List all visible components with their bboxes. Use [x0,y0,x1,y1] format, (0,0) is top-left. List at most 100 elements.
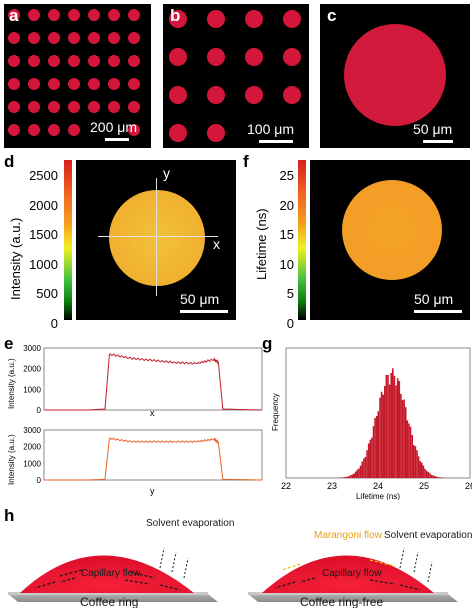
histogram-bar [353,473,356,478]
droplet [28,9,40,21]
histogram-bar [390,372,393,478]
profile-line [44,353,263,411]
droplet [108,55,120,67]
histogram-bar [348,475,351,478]
substrate-right-top [248,592,448,595]
histogram-bar [427,471,430,478]
droplet-lifetime-map [342,180,442,280]
histogram-bar [343,477,346,478]
evaporation-arrows-right [399,547,433,583]
intensity-tick-label: 0 [50,316,58,331]
droplet [68,55,80,67]
droplet [28,124,40,136]
histogram-bar [369,439,372,478]
droplet [48,55,60,67]
plot-frame [43,429,263,481]
histogram-bar [355,471,357,478]
panel-a-image: 200 μm [4,4,151,148]
x-tick-label: 24 [373,481,383,491]
droplet [128,101,140,113]
histogram-bar [403,399,405,478]
histogram-bar [413,445,415,478]
histogram-bar [379,397,381,478]
plot-frame [43,347,263,411]
droplet [48,124,60,136]
droplet [108,101,120,113]
x-tick-label: 22 [281,481,291,491]
lifetime-tick-label: 15 [279,227,294,243]
histogram-bar [408,423,410,478]
histogram-bar [342,477,344,478]
droplet [68,78,80,90]
histogram-bar [424,468,426,478]
droplet [28,78,40,90]
coffee-ring-schematic: Capillary flow Solvent evaporation Coffe… [8,518,472,608]
line-profile-y [156,178,157,296]
x-tick-label: 26 [465,481,472,491]
droplet [207,86,225,104]
capillary-arrows-left [34,569,181,591]
intensity-tick-label: 2000 [29,197,58,213]
intensity-tick-label: 500 [36,286,58,302]
lifetime-colorbar [298,160,306,320]
panel-c-image: 50 μm [320,4,470,148]
droplet [88,55,100,67]
panel-label-c: c [327,6,337,25]
droplet [28,55,40,67]
histogram-bar [347,476,349,478]
droplet [169,10,187,28]
scale-bar-c [423,140,453,143]
y-tick-label: 0 [37,476,42,485]
histogram-bar [359,465,362,478]
y-tick-label: 3000 [23,344,41,353]
histogram-bar [388,384,391,478]
droplet [128,9,140,21]
droplet [68,124,80,136]
histogram-bar [437,477,439,478]
y-axis-title: Frequency [271,393,280,431]
droplet [48,101,60,113]
histogram-bar [440,477,442,478]
panel-label-e: e [4,334,14,353]
caption-right: Coffee ring-free [300,595,383,608]
droplet [245,86,263,104]
droplet [128,78,140,90]
x-tick-label: 23 [327,481,337,491]
histogram-bar [404,407,407,478]
scale-bar-b [259,140,293,143]
substrate-left [8,594,218,602]
capillary-label-left: Capillary flow [81,568,141,579]
intensity-profiles-chart: 0 1000 2000 3000 x Intensity (a.u.) 0 1000 2000 3… [7,344,263,496]
panel-label-a: a [9,6,19,25]
histogram-bar [372,426,375,478]
droplet [283,86,301,104]
droplet [8,124,20,136]
x-axis-title: Lifetime (ns) [356,492,400,500]
droplet [207,10,225,28]
y-axis-title: Intensity (a.u.) [7,434,16,485]
evaporation-arrows-left [159,547,189,579]
droplet [108,78,120,90]
panel-label-b: b [170,6,181,25]
histogram-bar [422,465,425,478]
droplet [128,124,140,136]
droplet [88,9,100,21]
histogram-bar [417,456,420,478]
droplet [8,55,20,67]
histogram-bar [396,378,399,478]
histogram-bar [350,475,352,478]
histogram-bar [361,461,364,478]
scale-label-b: 100 μm [247,121,294,137]
lifetime-tick-label: 25 [279,168,294,183]
droplet [48,78,60,90]
histogram-bar [421,462,423,478]
droplet [245,48,263,66]
marangoni-label: Marangoni flow [314,530,383,541]
droplet [68,9,80,21]
y-axis-title: Intensity (a.u.) [7,358,16,409]
panel-f-image: 50 μm [310,160,470,320]
histogram-bar [433,476,436,478]
profile-line [44,437,263,481]
droplet [207,124,225,142]
histogram-bar [414,446,417,478]
